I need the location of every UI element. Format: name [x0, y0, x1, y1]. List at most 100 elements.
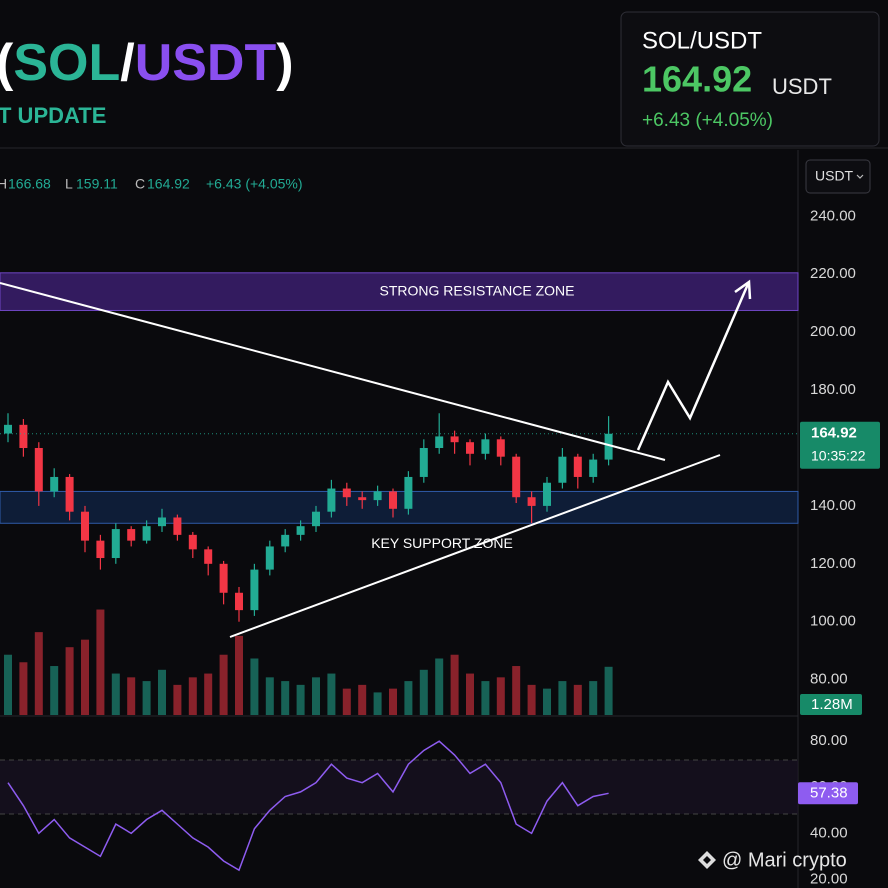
- volume-bar: [573, 684, 582, 715]
- volume-bar: [419, 669, 428, 715]
- volume-tag-value: 1.28M: [811, 696, 853, 713]
- candle-body: [435, 436, 444, 448]
- candle-body: [496, 439, 505, 457]
- volume-bar: [558, 681, 567, 715]
- arrowhead: [734, 279, 752, 300]
- candle-body: [81, 511, 89, 541]
- candle-body: [543, 482, 551, 506]
- ohlc-label: L: [65, 176, 73, 192]
- volume-bar: [173, 684, 182, 715]
- candle-body: [4, 424, 12, 434]
- volume-bar: [312, 677, 320, 715]
- volume-bar: [296, 684, 305, 715]
- rsi-tick-label: 20.00: [810, 870, 848, 887]
- volume-bar: [435, 658, 444, 715]
- candle-body: [296, 526, 305, 535]
- volume-bar: [389, 688, 397, 715]
- volume-bar: [19, 662, 28, 715]
- volume-bar: [604, 666, 613, 715]
- zones: STRONG RESISTANCE ZONE KEY SUPPORT ZONE: [0, 272, 799, 551]
- zone: [0, 490, 799, 524]
- candle-body: [466, 442, 474, 454]
- price-tag-value: 164.92: [811, 425, 857, 442]
- candle-body: [204, 549, 213, 564]
- candle-body: [327, 488, 336, 512]
- candle-body: [173, 517, 182, 535]
- candle-body: [358, 497, 367, 501]
- y-tick-label: 220.00: [810, 265, 856, 282]
- candle-body: [512, 456, 521, 498]
- volume-bar: [342, 688, 351, 715]
- volume-bar: [50, 666, 59, 715]
- plot: [0, 413, 798, 872]
- zone-label: KEY SUPPORT ZONE: [371, 535, 513, 551]
- candle-body: [158, 517, 166, 527]
- title-part: SOL: [13, 34, 120, 92]
- ohlc-value: 166.68: [8, 176, 51, 192]
- candle-body: [127, 529, 136, 541]
- candle-body: [65, 476, 74, 512]
- volume-bar: [235, 635, 243, 715]
- candle-body: [19, 424, 28, 448]
- volume-bar: [373, 692, 382, 715]
- chevron: [856, 174, 864, 179]
- volume-bar: [65, 647, 74, 715]
- volume-bar: [96, 609, 105, 715]
- volume-bar: [111, 673, 120, 715]
- trendline-resistance: [0, 282, 666, 461]
- volume-bar: [81, 639, 89, 715]
- ticker-price: 164.92: [642, 59, 752, 100]
- ticker-panel: [620, 11, 880, 147]
- title-part: /: [120, 34, 134, 92]
- ohlc-value: 164.92: [147, 176, 190, 192]
- candle-body: [111, 529, 120, 559]
- rsi-line: [7, 740, 609, 872]
- y-tick-label: 80.00: [810, 671, 848, 688]
- volume-bar: [4, 654, 12, 715]
- volume-bar: [204, 673, 213, 715]
- currency-button[interactable]: [805, 159, 871, 194]
- volume-bar: [466, 673, 474, 715]
- y-tick-label: 120.00: [810, 555, 856, 572]
- volume-bar: [327, 673, 336, 715]
- watermark: @ Mari crypto: [722, 849, 847, 871]
- ohlc-value: 159.11: [76, 176, 118, 192]
- volume-bar: [265, 677, 274, 715]
- zone: [0, 272, 799, 311]
- candle-body: [589, 459, 598, 477]
- candle-body: [342, 488, 351, 498]
- volume-bar: [496, 677, 505, 715]
- y-tick-label: 240.00: [810, 207, 856, 224]
- candle-body: [481, 439, 490, 454]
- volume-bar: [34, 632, 43, 715]
- volume-bar: [250, 658, 259, 715]
- candle-body: [419, 448, 428, 477]
- candle-body: [142, 526, 151, 541]
- title-part: USDT: [135, 34, 277, 92]
- y-tick-label: 200.00: [810, 323, 856, 340]
- candle-body: [250, 569, 259, 611]
- price-tag-time: 10:35:22: [811, 447, 866, 463]
- currency-button-label[interactable]: USDT: [815, 168, 854, 184]
- candle-body: [265, 546, 274, 570]
- y-tick-label: 180.00: [810, 381, 856, 398]
- rsi-tick-label: 40.00: [810, 824, 848, 841]
- volume-bar: [127, 677, 136, 715]
- watermark-icon: [698, 851, 716, 869]
- volume-bar: [450, 654, 459, 715]
- zone-label: STRONG RESISTANCE ZONE: [380, 282, 575, 298]
- ohlc-change: +6.43 (+4.05%): [206, 176, 303, 192]
- volume-bar: [158, 669, 166, 715]
- ticker-pair: SOL/USDT: [642, 27, 762, 54]
- volume-bar: [404, 681, 413, 715]
- rsi-band: [0, 760, 798, 814]
- volume-bar: [188, 677, 197, 715]
- subtitle: T UPDATE: [0, 103, 106, 128]
- ohlc-label: H: [0, 176, 7, 192]
- candle-body: [219, 563, 228, 593]
- volume-bar: [142, 681, 151, 715]
- candle-body: [573, 456, 582, 477]
- volume-bar: [281, 681, 290, 715]
